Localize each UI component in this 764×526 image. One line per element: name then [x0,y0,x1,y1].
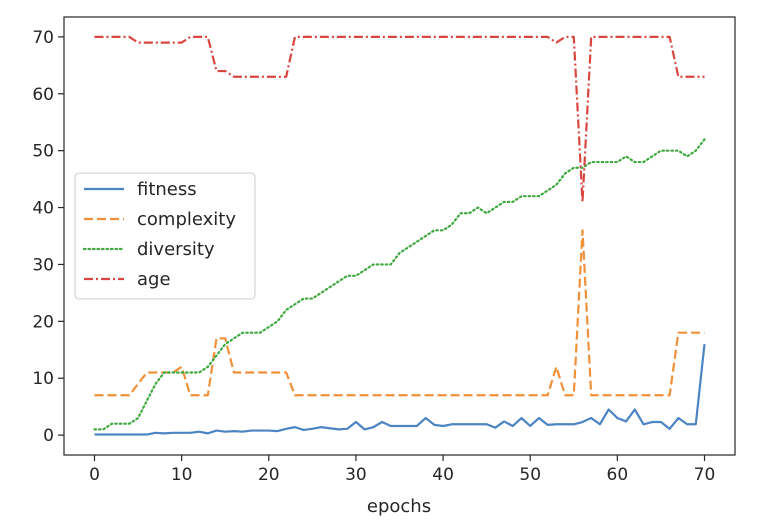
series-line-diversity [93,138,706,431]
legend-label-diversity: diversity [137,239,215,260]
x-tick-label: 20 [258,465,280,485]
x-axis-label: epochs [367,496,431,517]
y-tick-label: 50 [32,142,54,162]
legend-label-age: age [137,269,171,290]
y-tick-label: 40 [32,199,54,219]
legend-box [74,172,256,300]
x-tick-label: 10 [171,465,193,485]
x-tick-label: 70 [694,465,716,485]
y-tick-label: 60 [32,85,54,105]
ticks-layer: 0 10 20 30 40 50 60 70 0 10 20 30 40 50 60 70 [32,28,715,485]
x-tick-label: 30 [345,465,367,485]
x-tick-label: 60 [607,465,629,485]
series-layer [93,35,706,436]
series-line-complexity [94,229,705,397]
plot-frame [63,16,736,456]
x-tick-label: 0 [89,465,100,485]
y-tick-label: 0 [43,426,54,446]
legend-entries: fitness complexity diversity age [82,179,236,290]
y-tick-label: 10 [32,369,54,389]
legend-label-complexity: complexity [137,209,236,230]
series-line-age [94,35,705,203]
x-tick-label: 40 [432,465,454,485]
x-tick-label: 50 [519,465,541,485]
y-tick-label: 30 [32,255,54,275]
legend: fitness complexity diversity age [74,172,256,300]
y-tick-label: 70 [32,28,54,48]
legend-label-fitness: fitness [137,179,197,200]
y-tick-label: 20 [32,312,54,332]
series-line-fitness [94,343,706,436]
